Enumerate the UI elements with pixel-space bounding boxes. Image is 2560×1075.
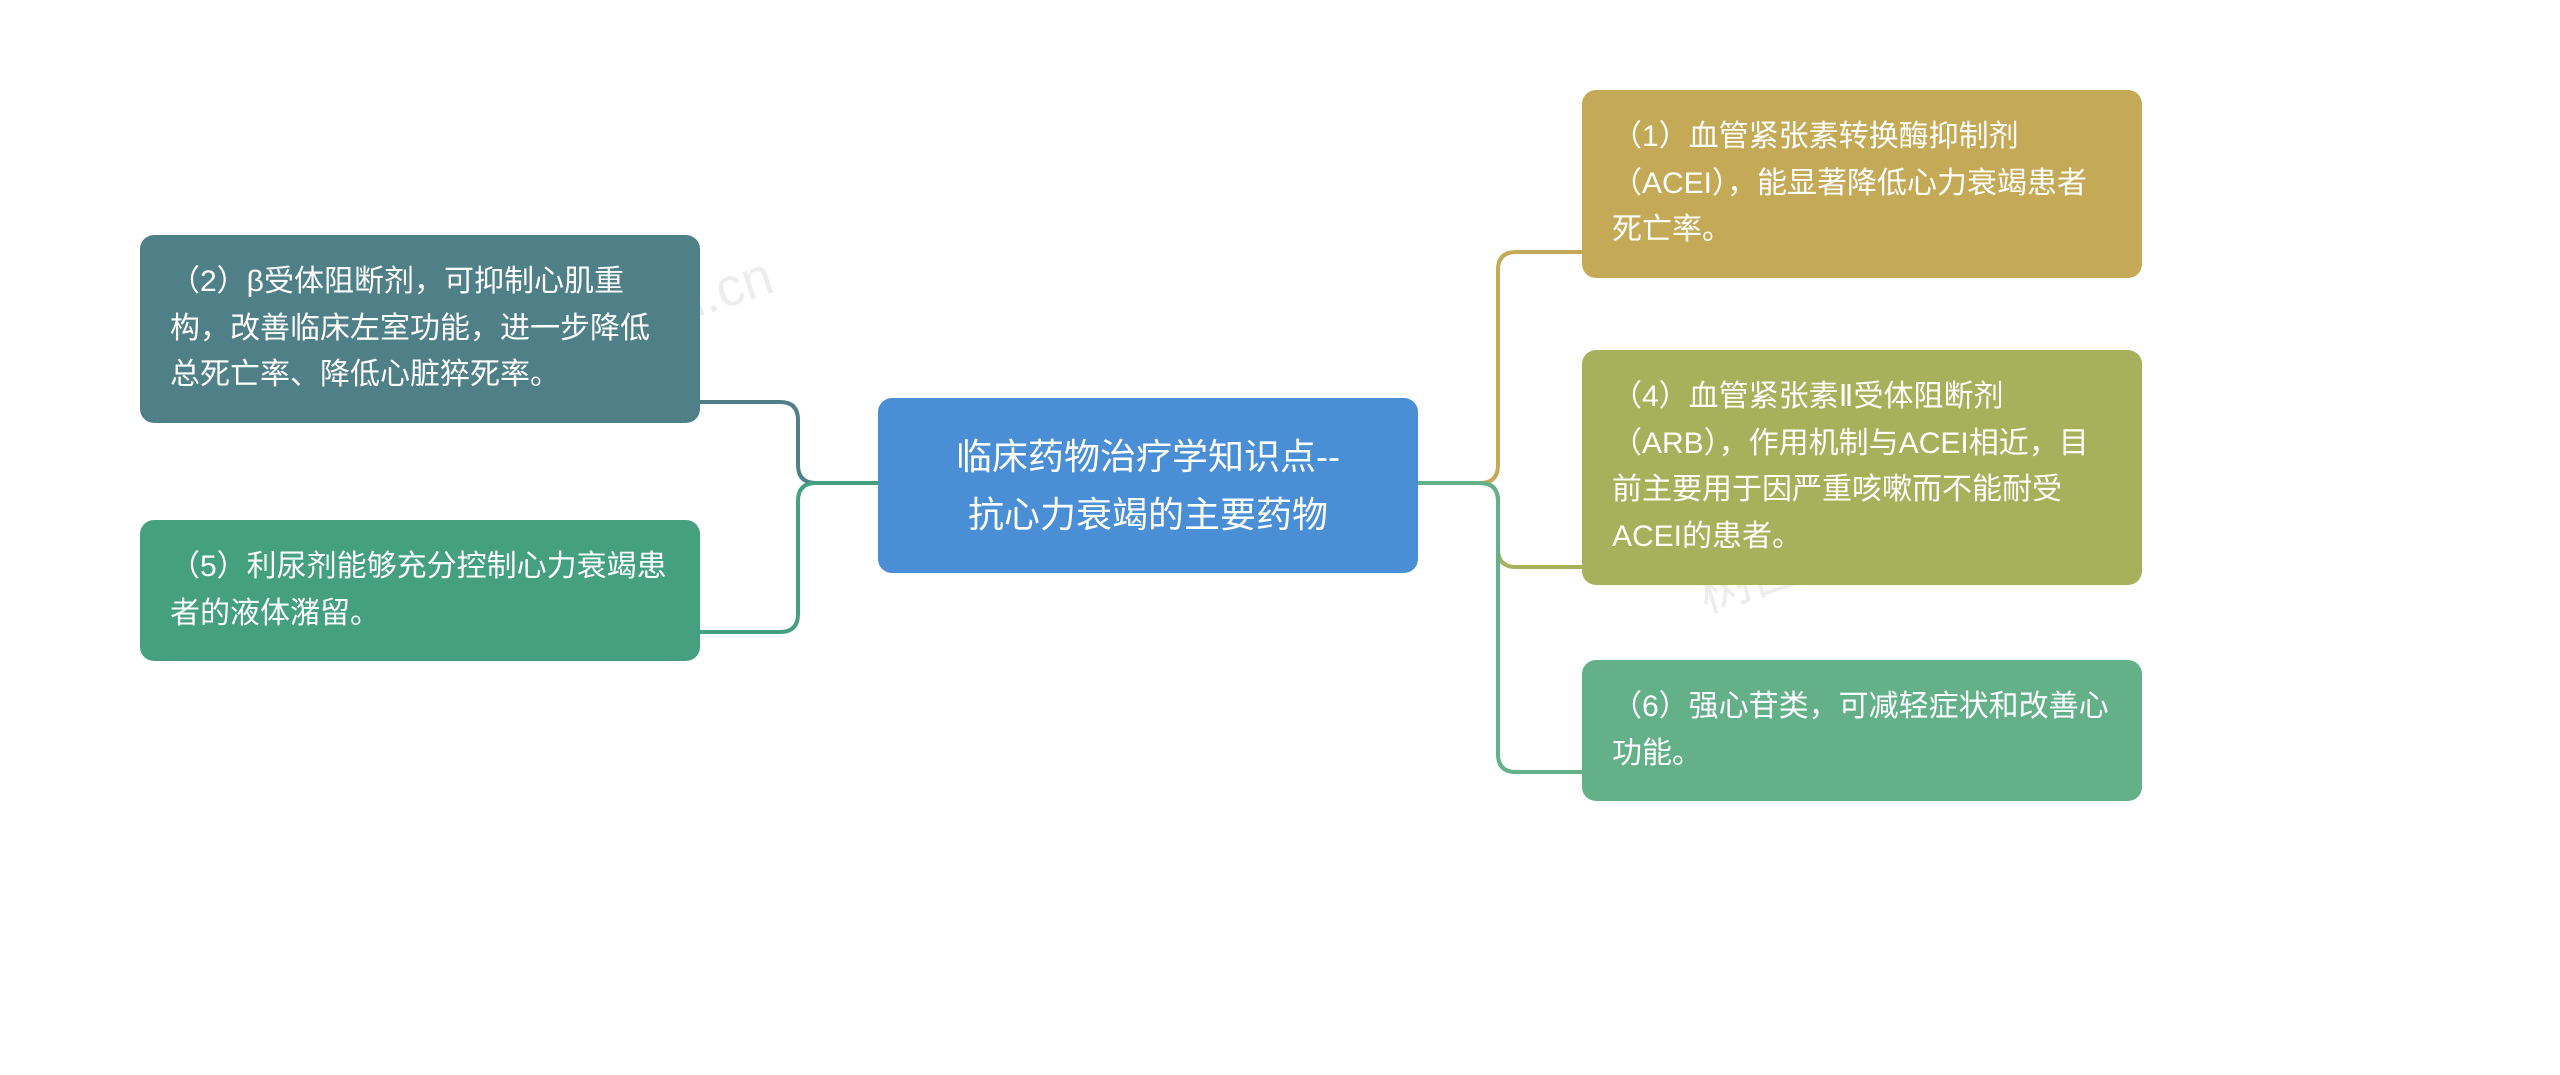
left-node-2: （5）利尿剂能够充分控制心力衰竭患者的液体潴留。 xyxy=(140,520,700,661)
center-line2: 抗心力衰竭的主要药物 xyxy=(968,494,1328,535)
right-node-3-text: （6）强心苷类，可减轻症状和改善心功能。 xyxy=(1612,690,2109,770)
left-node-1: （2）β受体阻断剂，可抑制心肌重构，改善临床左室功能，进一步降低总死亡率、降低心… xyxy=(140,235,700,423)
center-line1: 临床药物治疗学知识点-- xyxy=(956,436,1340,477)
right-node-1-text: （1）血管紧张素转换酶抑制剂（ACEI），能显著降低心力衰竭患者死亡率。 xyxy=(1612,120,2087,246)
right-node-1: （1）血管紧张素转换酶抑制剂（ACEI），能显著降低心力衰竭患者死亡率。 xyxy=(1582,90,2142,278)
right-node-2: （4）血管紧张素Ⅱ受体阻断剂（ARB），作用机制与ACEI相近，目前主要用于因严… xyxy=(1582,350,2142,585)
center-node: 临床药物治疗学知识点-- 抗心力衰竭的主要药物 xyxy=(878,398,1418,573)
right-node-3: （6）强心苷类，可减轻症状和改善心功能。 xyxy=(1582,660,2142,801)
left-node-2-text: （5）利尿剂能够充分控制心力衰竭患者的液体潴留。 xyxy=(170,550,667,630)
left-node-1-text: （2）β受体阻断剂，可抑制心肌重构，改善临床左室功能，进一步降低总死亡率、降低心… xyxy=(170,265,650,391)
right-node-2-text: （4）血管紧张素Ⅱ受体阻断剂（ARB），作用机制与ACEI相近，目前主要用于因严… xyxy=(1612,380,2089,553)
